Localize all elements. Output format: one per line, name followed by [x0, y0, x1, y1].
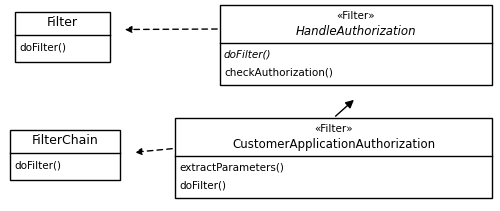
Text: doFilter(): doFilter(): [224, 49, 272, 59]
Bar: [10, 130, 120, 180]
Bar: [15, 12, 110, 62]
Text: CustomerApplicationAuthorization: CustomerApplicationAuthorization: [232, 138, 435, 151]
Text: doFilter(): doFilter(): [14, 160, 61, 170]
Bar: [175, 118, 492, 198]
Text: HandleAuthorization: HandleAuthorization: [296, 25, 416, 38]
Text: extractParameters(): extractParameters(): [179, 162, 284, 172]
Text: Filter: Filter: [47, 16, 78, 29]
Text: «Filter»: «Filter»: [314, 124, 353, 134]
Text: doFilter(): doFilter(): [19, 42, 66, 52]
Text: doFilter(): doFilter(): [179, 180, 226, 190]
Bar: [220, 5, 492, 85]
Text: FilterChain: FilterChain: [32, 134, 98, 147]
Text: «Filter»: «Filter»: [336, 11, 376, 21]
Text: checkAuthorization(): checkAuthorization(): [224, 67, 333, 77]
